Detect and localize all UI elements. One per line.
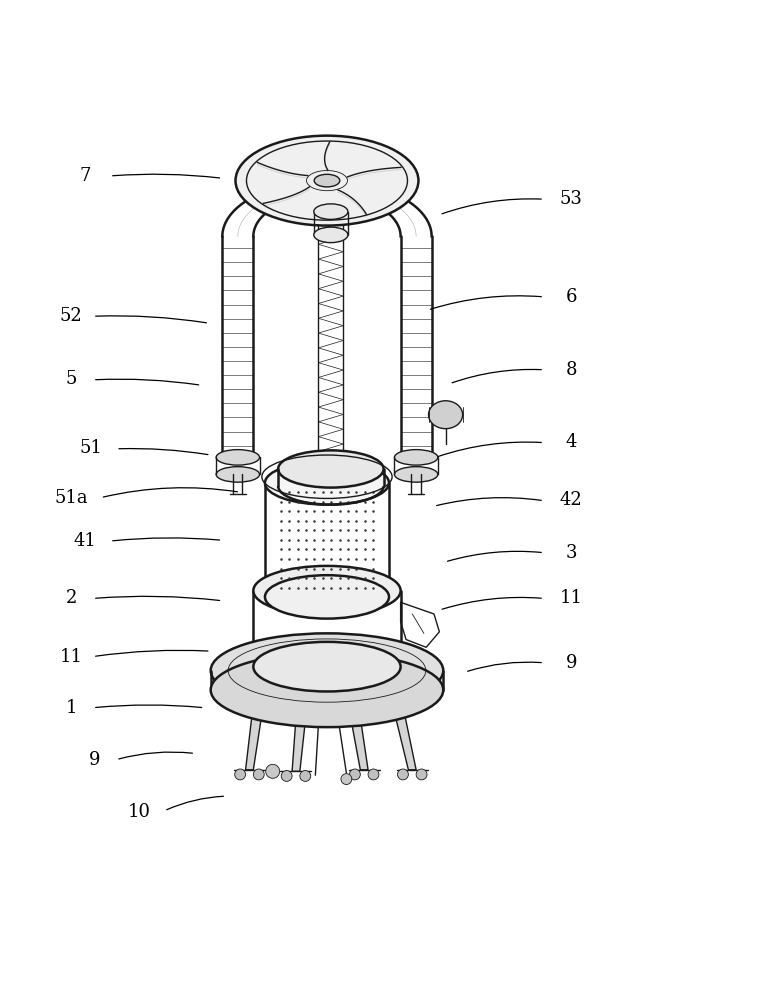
Ellipse shape — [279, 450, 384, 488]
Ellipse shape — [211, 653, 443, 727]
Text: 2: 2 — [65, 589, 77, 607]
Circle shape — [398, 769, 408, 780]
Text: 9: 9 — [89, 751, 100, 769]
Ellipse shape — [216, 467, 260, 482]
Ellipse shape — [254, 642, 401, 691]
Polygon shape — [387, 684, 416, 770]
Ellipse shape — [265, 461, 389, 505]
Circle shape — [368, 769, 379, 780]
Ellipse shape — [394, 467, 438, 482]
Text: 41: 41 — [74, 532, 96, 550]
Text: 6: 6 — [566, 288, 577, 306]
Text: 7: 7 — [79, 167, 91, 185]
Polygon shape — [292, 686, 309, 771]
Text: 1: 1 — [65, 699, 77, 717]
Text: 11: 11 — [60, 648, 82, 666]
Ellipse shape — [236, 136, 419, 226]
Ellipse shape — [211, 633, 443, 708]
Text: 9: 9 — [566, 654, 577, 672]
Text: 51a: 51a — [54, 489, 88, 507]
Text: 10: 10 — [128, 803, 151, 821]
Ellipse shape — [216, 450, 260, 465]
Ellipse shape — [314, 227, 348, 243]
Ellipse shape — [254, 566, 401, 616]
Ellipse shape — [314, 204, 348, 219]
Circle shape — [300, 771, 310, 781]
Circle shape — [349, 769, 360, 780]
Polygon shape — [246, 684, 267, 770]
Ellipse shape — [307, 467, 354, 486]
Text: 11: 11 — [559, 589, 583, 607]
Circle shape — [254, 769, 265, 780]
Circle shape — [341, 774, 352, 785]
Text: 5: 5 — [65, 370, 77, 388]
Circle shape — [235, 769, 246, 780]
Circle shape — [266, 764, 280, 778]
Ellipse shape — [394, 450, 438, 465]
Text: 53: 53 — [559, 190, 583, 208]
Text: 51: 51 — [79, 439, 102, 457]
Text: 4: 4 — [566, 433, 576, 451]
Ellipse shape — [265, 575, 389, 619]
Text: 8: 8 — [566, 361, 577, 379]
Ellipse shape — [307, 450, 354, 469]
Circle shape — [281, 771, 292, 781]
Text: 42: 42 — [560, 491, 583, 509]
Ellipse shape — [314, 174, 340, 187]
Circle shape — [416, 769, 427, 780]
Text: 3: 3 — [566, 544, 577, 562]
Ellipse shape — [429, 401, 463, 429]
Text: 52: 52 — [60, 307, 82, 325]
Polygon shape — [345, 686, 368, 770]
